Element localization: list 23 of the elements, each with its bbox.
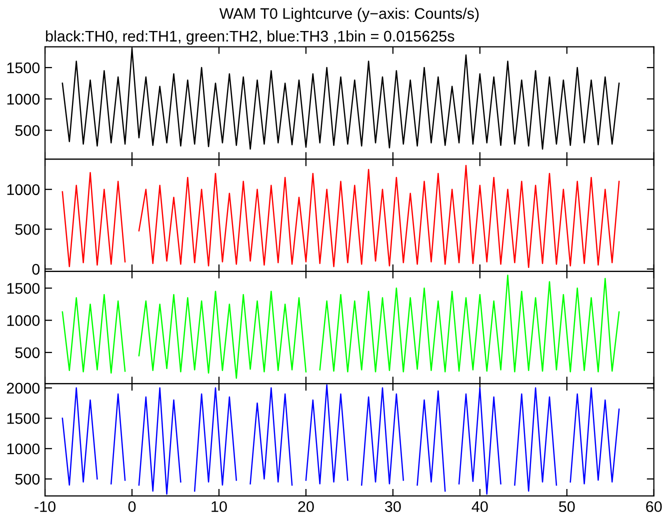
x-tick-label: -10	[34, 501, 56, 512]
y-tick-label: 1000	[7, 184, 40, 196]
x-tick-label: 20	[298, 501, 314, 512]
y-tick-label: 1000	[7, 443, 40, 454]
y-tick-label: 1000	[7, 94, 40, 105]
x-tick-label: 30	[385, 501, 401, 512]
x-tick-label: 50	[558, 501, 575, 512]
chart-subtitle: black:TH0, red:TH1, green:TH2, blue:TH3 ,1bin = 0.015625s	[46, 30, 454, 45]
y-tick-label: 500	[15, 125, 40, 136]
y-tick-label: 500	[15, 474, 40, 485]
y-tick-label: 1500	[7, 283, 40, 294]
y-tick-label: 500	[15, 347, 40, 358]
y-tick-label: 2000	[6, 382, 40, 394]
x-tick-label: 40	[472, 501, 488, 512]
chart-title: WAM T0 Lightcurve (y−axis: Counts/s)	[219, 8, 479, 22]
x-tick-label: 10	[212, 501, 227, 512]
y-tick-label: 500	[15, 224, 40, 235]
y-tick-label: 0	[32, 264, 40, 275]
x-tick-label: 0	[128, 501, 136, 512]
y-tick-label: 1500	[7, 413, 40, 424]
x-tick-label: 60	[646, 501, 662, 512]
y-tick-label: 1000	[7, 315, 40, 326]
y-tick-label: 1500	[7, 62, 40, 74]
